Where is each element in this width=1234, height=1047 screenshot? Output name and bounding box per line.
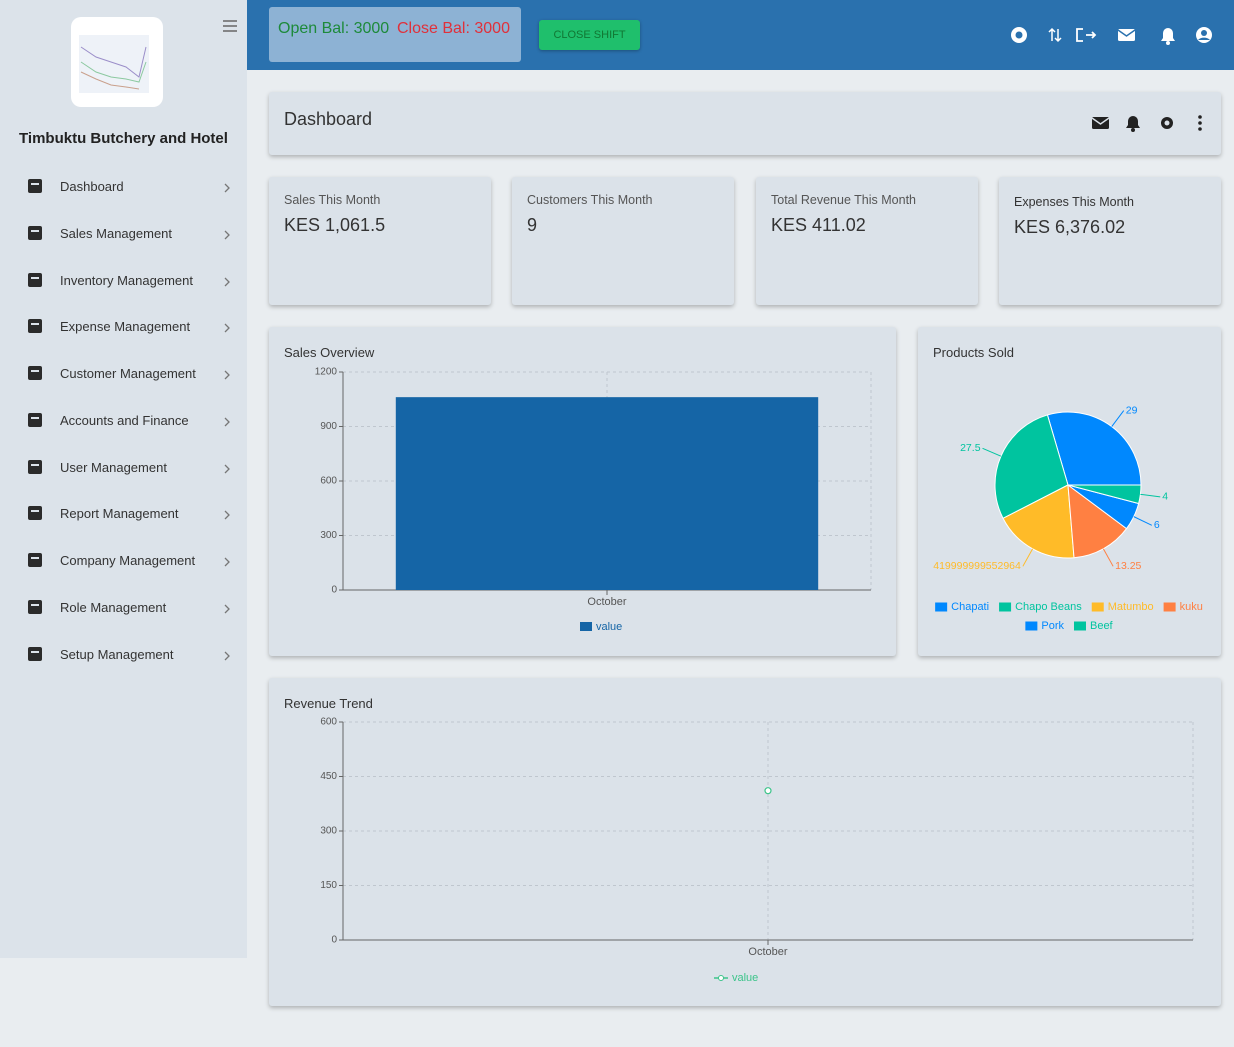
stat-card: Expenses This Month KES 6,376.02 [999, 177, 1221, 305]
menu-icon [26, 645, 44, 663]
menu-item[interactable]: Role Management [0, 592, 247, 624]
stat-value: KES 411.02 [771, 215, 866, 236]
sidebar: Timbuktu Butchery and Hotel Dashboard Sal… [0, 0, 247, 958]
chevron [223, 230, 231, 240]
company-name: Timbuktu Butchery and Hotel [0, 130, 247, 147]
menu-icon [26, 458, 44, 476]
menu-label: Inventory Management [60, 273, 193, 288]
chevron [223, 370, 231, 380]
chevron [223, 604, 231, 614]
chart-title: Revenue Trend [284, 696, 373, 711]
page-title: Dashboard [284, 109, 372, 130]
menu-label: Report Management [60, 506, 179, 521]
menu-toggle[interactable] [222, 19, 238, 33]
chart-card: Revenue Trend [269, 678, 1221, 1006]
stat-label: Total Revenue This Month [771, 193, 916, 207]
menu-label: Setup Management [60, 647, 173, 662]
menu-label: Customer Management [60, 366, 196, 381]
menu-icon [26, 364, 44, 382]
menu-item[interactable]: Inventory Management [0, 265, 247, 297]
chevron [223, 651, 231, 661]
header-card: Dashboard [269, 92, 1221, 155]
balance-box: Open Bal: 3000 Close Bal: 3000 [269, 7, 521, 62]
menu-icon [26, 224, 44, 242]
topbar-icons[interactable] [1002, 24, 1222, 46]
stat-label: Expenses This Month [1014, 195, 1134, 209]
stat-card: Total Revenue This Month KES 411.02 [756, 177, 978, 305]
stat-card: Sales This Month KES 1,061.5 [269, 177, 491, 305]
stat-value: KES 1,061.5 [284, 215, 385, 236]
menu-item[interactable]: Report Management [0, 498, 247, 530]
menu-item[interactable]: Sales Management [0, 218, 247, 250]
chart-title: Products Sold [933, 345, 1014, 360]
chart-card: Products Sold [918, 327, 1221, 656]
menu-label: User Management [60, 460, 167, 475]
menu-icon [26, 598, 44, 616]
menu-label: Dashboard [60, 179, 124, 194]
menu-icon [26, 411, 44, 429]
menu-label: Sales Management [60, 226, 172, 241]
menu-item[interactable]: Setup Management [0, 639, 247, 671]
close-shift-button[interactable]: CLOSE SHIFT [539, 20, 640, 50]
menu-item[interactable]: Company Management [0, 545, 247, 577]
menu-label: Accounts and Finance [60, 413, 189, 428]
menu-icon [26, 271, 44, 289]
header-icons[interactable] [1089, 114, 1209, 132]
menu-label: Expense Management [60, 319, 190, 334]
menu-item[interactable]: Customer Management [0, 358, 247, 390]
menu-item[interactable]: Dashboard [0, 171, 247, 203]
close-balance: Close Bal: 3000 [397, 20, 510, 38]
menu-icon [26, 317, 44, 335]
chevron [223, 277, 231, 287]
chevron [223, 510, 231, 520]
chart-card: Sales Overview [269, 327, 896, 656]
menu-icon [26, 504, 44, 522]
chevron [223, 417, 231, 427]
menu-icon [26, 551, 44, 569]
chart-title: Sales Overview [284, 345, 374, 360]
open-balance: Open Bal: 3000 [278, 20, 389, 38]
menu-label: Company Management [60, 553, 195, 568]
stat-card: Customers This Month 9 [512, 177, 734, 305]
chevron [223, 183, 231, 193]
logo [71, 17, 163, 107]
stat-label: Sales This Month [284, 193, 380, 207]
menu-icon [26, 177, 44, 195]
menu-item[interactable]: Expense Management [0, 311, 247, 343]
chevron [223, 464, 231, 474]
stat-value: KES 6,376.02 [1014, 217, 1125, 238]
stat-value: 9 [527, 215, 537, 236]
menu-item[interactable]: Accounts and Finance [0, 405, 247, 437]
menu-label: Role Management [60, 600, 166, 615]
stat-label: Customers This Month [527, 193, 653, 207]
chevron [223, 323, 231, 333]
chevron [223, 557, 231, 567]
menu-item[interactable]: User Management [0, 452, 247, 484]
